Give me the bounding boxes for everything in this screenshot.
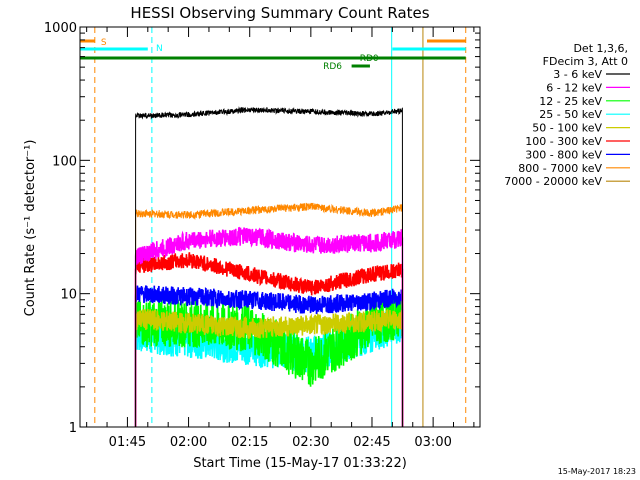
timestamp: 15-May-2017 18:23 <box>558 467 636 476</box>
plot-frame <box>79 26 481 428</box>
y-tick-label: 10 <box>60 288 77 303</box>
y-axis-label: Count Rate (s⁻¹ detector⁻¹) <box>23 140 38 317</box>
x-axis-label: Start Time (15-May-17 01:33:22) <box>193 456 407 471</box>
x-tick-label: 02:30 <box>292 435 329 450</box>
x-axis: 01:45 02:00 02:15 02:30 02:45 03:00 <box>86 27 475 450</box>
legend-label-6-12-kev: 6 - 12 keV <box>546 81 602 94</box>
y-axis: 1 10 100 1000 <box>44 21 480 436</box>
x-tick-label: 01:45 <box>109 435 146 450</box>
series-lines <box>134 106 404 428</box>
series-line-800-7000-kev <box>135 202 404 428</box>
legend-label-300-800-kev: 300 - 800 keV <box>525 148 602 161</box>
x-tick-label: 02:45 <box>353 435 390 450</box>
flag-label-rd0: RD0 <box>360 54 379 64</box>
legend-label-3-6-kev: 3 - 6 keV <box>553 68 602 81</box>
legend-label-50-100-kev: 50 - 100 keV <box>532 122 602 135</box>
chart-title: HESSI Observing Summary Count Rates <box>130 4 429 22</box>
flag-label-s: S <box>101 38 107 48</box>
legend-header: FDecim 3, Att 0 <box>543 55 628 68</box>
series-line-50-100-kev <box>134 307 404 428</box>
y-tick-label: 1 <box>69 421 77 436</box>
flag-label-rd6: RD6 <box>323 62 342 72</box>
series-line-3-6-kev <box>135 106 404 428</box>
legend-header: Det 1,3,6, <box>573 42 628 55</box>
x-tick-label: 03:00 <box>414 435 451 450</box>
flag-label-n: N <box>156 44 163 54</box>
legend-label-100-300-kev: 100 - 300 keV <box>525 135 602 148</box>
y-tick-label: 100 <box>52 154 77 169</box>
legend-label-800-7000-kev: 800 - 7000 keV <box>518 162 602 175</box>
series-line-100-300-kev <box>134 252 404 428</box>
series-line-6-12-kev <box>134 226 404 428</box>
legend-label-7000-20000-kev: 7000 - 20000 keV <box>504 175 602 188</box>
x-tick-label: 02:00 <box>170 435 207 450</box>
flag-bars: S N RD0 RD6 <box>80 38 466 72</box>
x-tick-label: 02:15 <box>231 435 268 450</box>
legend-label-12-25-kev: 12 - 25 keV <box>539 95 602 108</box>
series-line-300-800-kev <box>134 285 404 428</box>
legend-label-25-50-kev: 25 - 50 keV <box>539 108 602 121</box>
y-tick-label: 1000 <box>44 21 77 36</box>
